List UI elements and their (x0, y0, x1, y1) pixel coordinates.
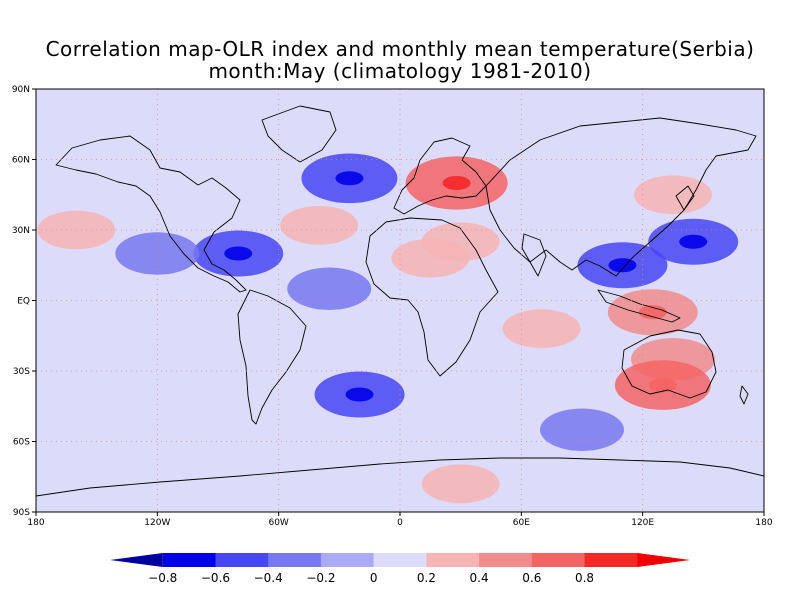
coastline-asia (485, 117, 757, 277)
lat-tick-label: 90N (12, 85, 30, 95)
correlation-patch (280, 205, 359, 245)
correlation-patch (540, 408, 624, 451)
colorbar-label: 0.6 (522, 571, 541, 585)
correlation-core (345, 387, 374, 402)
coastline-maritime-continent (597, 289, 681, 323)
correlation-core (335, 171, 364, 186)
colorbar-segment (215, 553, 269, 567)
colorbar-segment (268, 553, 322, 567)
map-plot-area (36, 89, 764, 512)
lon-tick-label: 120W (144, 518, 170, 528)
map-title-line-1: Correlation map-OLR index and monthly me… (45, 37, 755, 61)
colorbar-segment (320, 553, 375, 567)
colorbar-segment (110, 553, 163, 567)
lon-tick-label: 60E (513, 518, 530, 528)
colorbar-segment (162, 553, 216, 567)
colorbar: −0.8 −0.6 −0.4 −0.2 0 0.2 0.4 0.6 0.8 (110, 553, 690, 585)
lat-tick-label: 30S (13, 367, 30, 377)
correlation-patch (391, 238, 470, 278)
colorbar-segment (373, 553, 427, 567)
colorbar-label: −0.2 (306, 571, 335, 585)
correlation-patch (115, 232, 200, 275)
colorbar-label: 0.4 (470, 571, 489, 585)
map-title-line-2: month:May (climatology 1981-2010) (208, 59, 592, 83)
coastline-india (521, 233, 547, 277)
correlation-patch (287, 267, 372, 310)
coastline-antarctica (36, 457, 764, 497)
lat-tick-label: 90S (13, 508, 30, 518)
lon-tick-label: 120E (631, 518, 654, 528)
correlation-patch (634, 175, 712, 215)
correlation-core (679, 234, 708, 249)
correlation-core (224, 246, 253, 261)
coastline-new-zealand (739, 385, 749, 405)
coastline-africa (365, 217, 499, 377)
lat-lon-grid (36, 89, 764, 512)
colorbar-segment (531, 553, 586, 567)
lat-tick-label: 30N (12, 226, 30, 236)
colorbar-label: 0.8 (575, 571, 594, 585)
lon-tick-label: 180 (755, 518, 772, 528)
colorbar-segment (479, 553, 533, 567)
coastline-australia (621, 329, 717, 399)
coastline-japan (675, 185, 695, 211)
coastline-south-america (237, 289, 307, 425)
correlation-patch (502, 309, 581, 349)
coastline-europe (393, 137, 487, 215)
colorbar-segment (637, 553, 690, 567)
colorbar-segment (426, 553, 480, 567)
colorbar-label: 0 (370, 571, 378, 585)
correlation-core (608, 258, 637, 273)
colorbar-label: 0.2 (417, 571, 436, 585)
colorbar-label: −0.8 (148, 571, 177, 585)
lon-tick-label: 0 (397, 518, 403, 528)
lat-tick-label: EQ (17, 297, 30, 307)
lon-tick-label: 180 (27, 518, 44, 528)
correlation-core (648, 378, 677, 393)
colorbar-label: −0.6 (201, 571, 230, 585)
colorbar-segment (584, 553, 638, 567)
correlation-field (37, 153, 739, 504)
correlation-core (442, 176, 471, 190)
coastline-greenland (261, 105, 337, 163)
correlation-patch (421, 464, 500, 504)
lat-tick-label: 60N (12, 156, 30, 166)
colorbar-label: −0.4 (254, 571, 283, 585)
lat-tick-label: 60S (13, 438, 30, 448)
lon-tick-label: 60W (268, 518, 288, 528)
correlation-core (638, 305, 667, 320)
coastline-north-america (55, 135, 247, 293)
coastlines (36, 105, 764, 497)
